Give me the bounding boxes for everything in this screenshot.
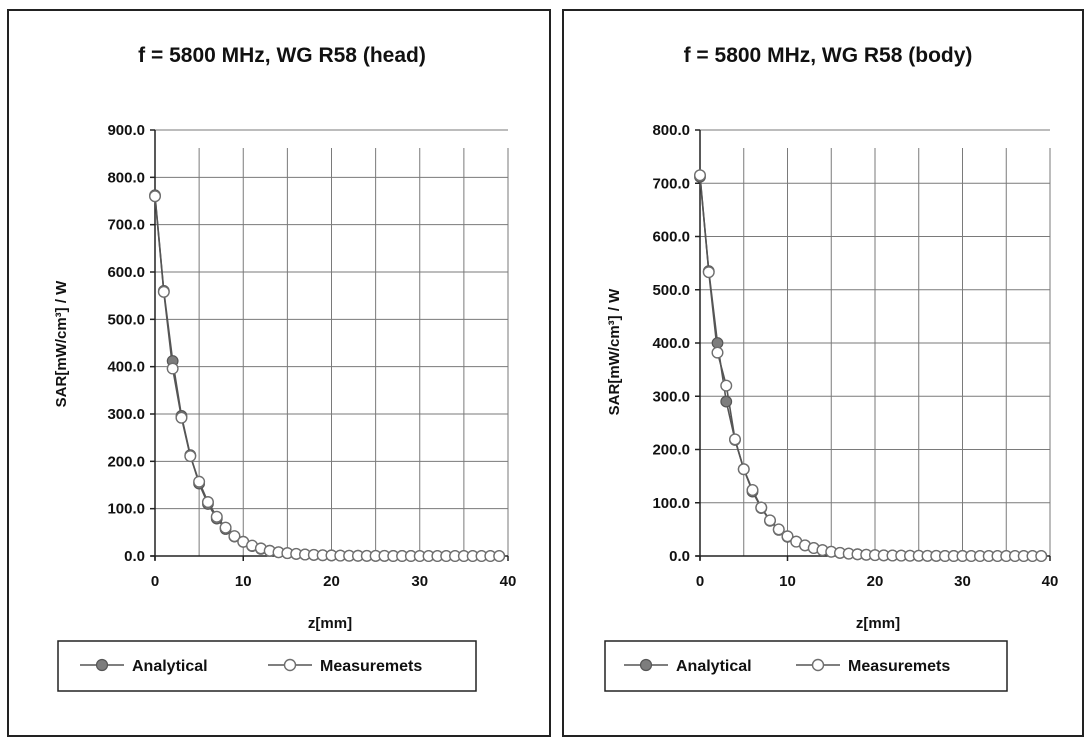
right-y-tick-label: 200.0 — [652, 442, 690, 459]
right-series-line-analytical — [699, 176, 1042, 557]
right-measured-point — [772, 523, 785, 536]
right-measured-point — [694, 169, 707, 182]
left-measured-point — [210, 510, 223, 523]
right-measured-point — [746, 483, 759, 496]
right-measured-point — [755, 501, 768, 514]
left-x-axis-label: z[mm] — [308, 615, 352, 632]
right-x-tick-label: 30 — [954, 573, 971, 590]
right-measured-point — [764, 514, 777, 527]
left-measured-point — [493, 550, 506, 563]
left-measured-point — [166, 362, 179, 375]
right-y-tick-label: 300.0 — [652, 388, 690, 405]
left-legend-analytical-label: Analytical — [132, 658, 208, 675]
left-legend-measured-label: Measuremets — [320, 658, 422, 675]
left-panel-frame — [7, 9, 551, 737]
right-measured-point — [737, 463, 750, 476]
left-y-axis-label: SAR[mW/cm³] / W — [53, 280, 70, 408]
right-y-tick-label: 400.0 — [652, 335, 690, 352]
right-legend-box — [604, 640, 1008, 692]
left-y-tick-label: 600.0 — [107, 264, 145, 281]
left-y-tick-label: 500.0 — [107, 311, 145, 328]
left-panel: f = 5800 MHz, WG R58 (head) SAR[mW/cm³] … — [7, 9, 551, 737]
left-y-tick-label: 0.0 — [124, 548, 145, 565]
left-x-tick-label: 0 — [151, 573, 159, 590]
right-y-tick-label: 800.0 — [652, 122, 690, 139]
left-legend-measured-marker — [283, 658, 297, 672]
right-x-tick-label: 20 — [867, 573, 884, 590]
left-x-tick-label: 10 — [235, 573, 252, 590]
left-y-tick-label: 400.0 — [107, 359, 145, 376]
right-measured-point — [1035, 550, 1048, 563]
left-measured-point — [175, 411, 188, 424]
right-y-axis-label: SAR[mW/cm³] / W — [606, 288, 623, 416]
left-y-tick-label: 300.0 — [107, 406, 145, 423]
left-plot-area: 0.0 100.0 200.0 300.0 400.0 500.0 600.0 700.0 80… — [107, 122, 516, 590]
right-panel-frame — [562, 9, 1084, 737]
right-legend-measured-label: Measuremets — [848, 658, 950, 675]
left-x-tick-label: 20 — [323, 573, 340, 590]
right-measured-point — [702, 266, 715, 279]
right-y-tick-label: 600.0 — [652, 229, 690, 246]
right-series-line-measured — [699, 175, 1042, 557]
left-legend-box — [57, 640, 477, 692]
right-legend-analytical-label: Analytical — [676, 658, 752, 675]
right-measured-point — [711, 346, 724, 359]
left-y-tick-label: 100.0 — [107, 501, 145, 518]
left-measured-point — [193, 475, 206, 488]
left-measured-point — [157, 285, 170, 298]
left-legend-analytical-marker — [95, 658, 109, 672]
right-measured-point — [781, 530, 794, 543]
left-measured-point — [184, 450, 197, 463]
left-measured-point — [228, 530, 241, 543]
right-y-tick-label: 100.0 — [652, 495, 690, 512]
left-x-tick-label: 40 — [500, 573, 517, 590]
left-y-tick-label: 700.0 — [107, 217, 145, 234]
right-measured-point — [720, 379, 733, 392]
right-analytical-point — [720, 395, 733, 408]
left-measured-point — [201, 496, 214, 509]
left-chart-title: f = 5800 MHz, WG R58 (head) — [138, 44, 426, 67]
right-y-tick-label: 0.0 — [669, 548, 690, 565]
left-measured-point — [148, 190, 161, 203]
left-y-tick-label: 800.0 — [107, 169, 145, 186]
right-x-tick-label: 0 — [696, 573, 704, 590]
right-legend-analytical-marker — [639, 658, 653, 672]
right-x-tick-label: 40 — [1042, 573, 1059, 590]
left-x-tick-label: 30 — [411, 573, 428, 590]
right-chart-title: f = 5800 MHz, WG R58 (body) — [684, 44, 973, 67]
right-plot-area: 0.0 100.0 200.0 300.0 400.0 500.0 600.0 700.0 80… — [652, 122, 1058, 590]
right-x-tick-label: 10 — [779, 573, 796, 590]
left-legend: Analytical Measuremets — [57, 640, 477, 692]
right-y-tick-label: 700.0 — [652, 175, 690, 192]
right-measured-point — [729, 433, 742, 446]
right-x-axis-label: z[mm] — [856, 615, 900, 632]
left-y-tick-label: 200.0 — [107, 453, 145, 470]
right-legend: Analytical Measuremets — [604, 640, 1008, 692]
left-y-tick-label: 900.0 — [107, 122, 145, 139]
right-legend-measured-marker — [811, 658, 825, 672]
right-y-tick-label: 500.0 — [652, 282, 690, 299]
left-measured-point — [219, 521, 232, 534]
right-panel: f = 5800 MHz, WG R58 (body) SAR[mW/cm³] … — [562, 9, 1084, 737]
